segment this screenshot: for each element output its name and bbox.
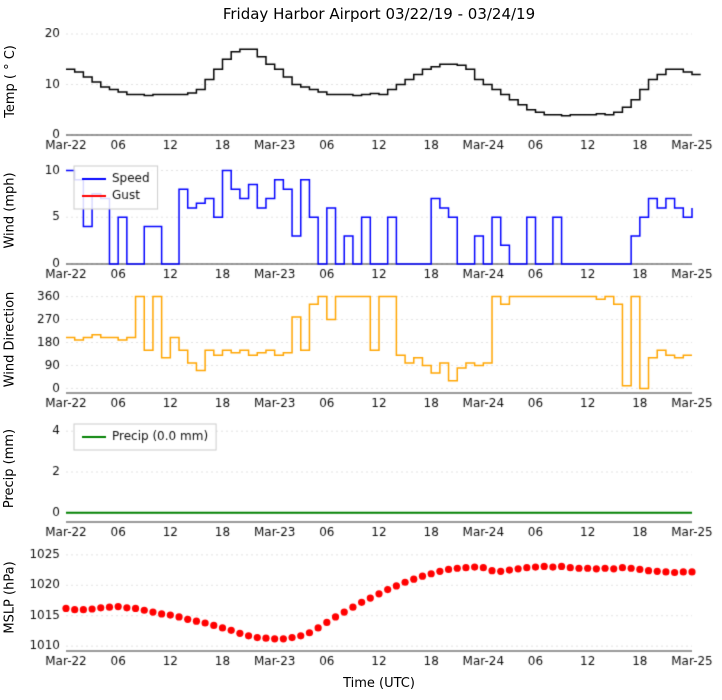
figure-title: Friday Harbor Airport 03/22/19 - 03/24/1… <box>222 5 536 23</box>
mslp-panel: MSLP (hPa) <box>0 544 722 673</box>
wind-direction-panel: Wind Direction <box>0 286 722 415</box>
precip-panel: Precip (mm) <box>0 415 722 544</box>
mslp-chart-canvas <box>0 544 722 673</box>
wind-speed-chart-canvas <box>0 157 722 286</box>
x-axis-label: Time (UTC) <box>343 676 415 691</box>
temp-panel: Temp ( ° C) <box>0 28 722 157</box>
wind-speed-panel: Wind (mph) <box>0 157 722 286</box>
precip-chart-canvas <box>0 415 722 544</box>
temp-chart-canvas <box>0 28 722 157</box>
wind-direction-chart-canvas <box>0 286 722 415</box>
